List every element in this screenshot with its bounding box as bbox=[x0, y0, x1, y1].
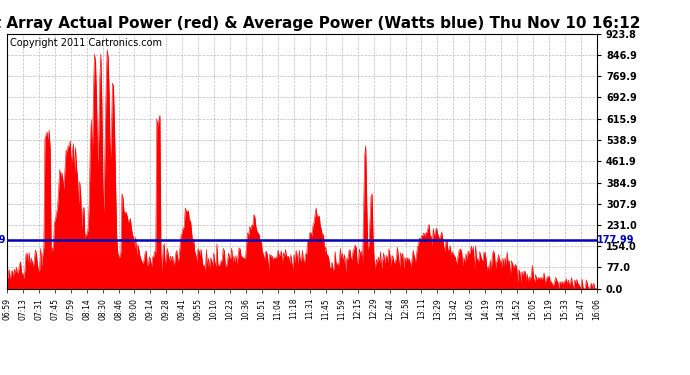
Text: Copyright 2011 Cartronics.com: Copyright 2011 Cartronics.com bbox=[10, 38, 162, 48]
Text: 177.99: 177.99 bbox=[0, 235, 7, 244]
Title: East Array Actual Power (red) & Average Power (Watts blue) Thu Nov 10 16:12: East Array Actual Power (red) & Average … bbox=[0, 16, 640, 31]
Text: 177.99: 177.99 bbox=[597, 235, 634, 244]
